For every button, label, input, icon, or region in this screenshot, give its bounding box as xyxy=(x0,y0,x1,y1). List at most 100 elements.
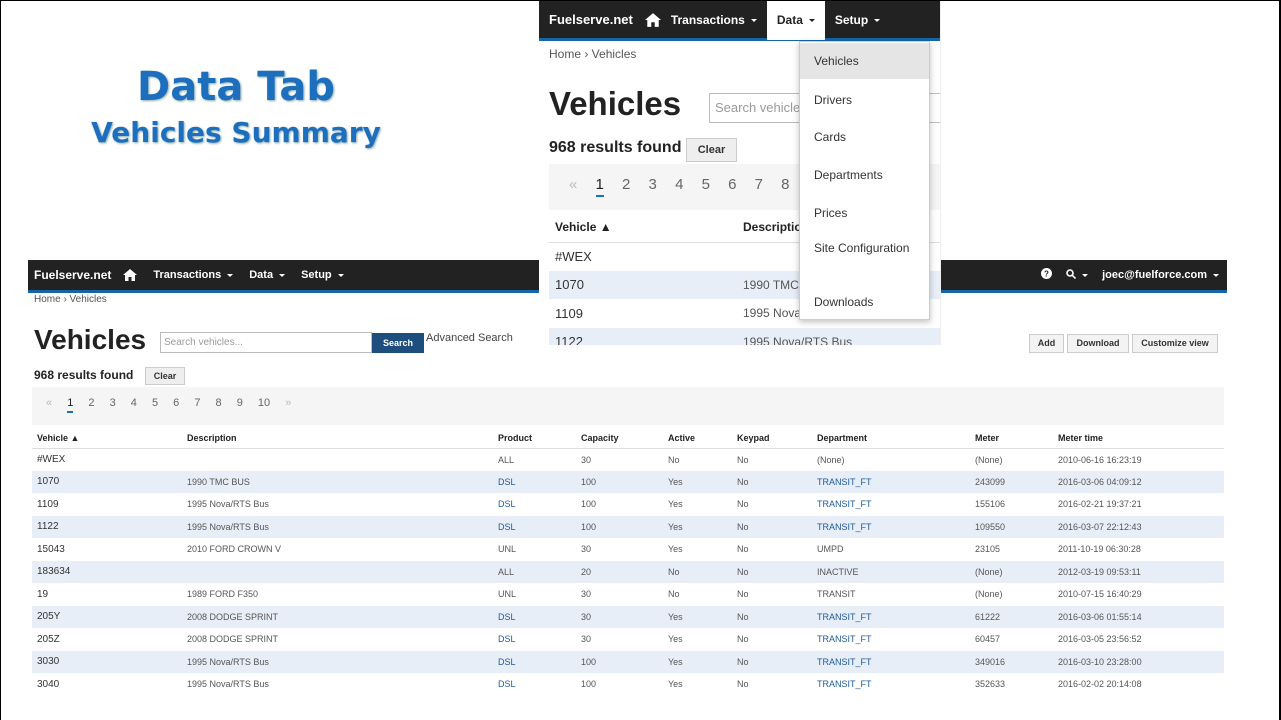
brand-logo[interactable]: Fuelserve.net xyxy=(34,268,112,282)
table-cell[interactable]: 3040 xyxy=(37,678,60,690)
column-header[interactable]: Keypad xyxy=(732,428,812,449)
table-row[interactable]: #WEX ALL 30 No No (None) (None) 2010-06-16 16:2… xyxy=(32,448,1224,471)
pager-page[interactable]: 10 xyxy=(257,397,271,409)
column-header[interactable]: Department xyxy=(812,428,970,449)
table-row[interactable]: 19 1989 FORD F350 UNL 30 No No TRANSIT (None) 20… xyxy=(32,583,1224,606)
download-button[interactable]: Download xyxy=(1067,334,1129,353)
table-row[interactable]: 1122 1995 Nova/RTS Bus DSL 100 Yes No TRANSIT_… xyxy=(32,515,1224,538)
pager-page[interactable]: 3 xyxy=(109,397,116,409)
table-cell[interactable]: 1109 xyxy=(555,305,583,321)
table-cell[interactable]: 205Y xyxy=(32,605,182,628)
table-cell[interactable]: #WEX xyxy=(37,454,66,465)
search-input[interactable]: Search vehicles... xyxy=(160,332,372,353)
table-cell[interactable]: 1070 xyxy=(549,270,737,299)
breadcrumb[interactable]: Home › Vehicles xyxy=(34,294,107,305)
table-row[interactable]: 1122 1995 Nova/RTS Bus xyxy=(549,327,940,345)
advanced-search-link[interactable]: Advanced Search xyxy=(426,332,513,344)
table-row[interactable]: 205Z 2008 DODGE SPRINT DSL 30 Yes No TRANSIT_F… xyxy=(32,628,1224,651)
menu-item-downloads[interactable]: Downloads xyxy=(814,295,874,309)
menu-item-cards[interactable]: Cards xyxy=(814,130,847,144)
pager-page[interactable]: 7 xyxy=(194,397,201,409)
table-row[interactable]: #WEX xyxy=(549,242,940,271)
table-cell: No xyxy=(732,605,812,628)
table-cell: TRANSIT_FT xyxy=(817,679,872,690)
pager-page[interactable]: 1 xyxy=(595,176,604,197)
pager-page[interactable]: 7 xyxy=(754,176,763,193)
nav-data[interactable]: Data xyxy=(249,269,286,281)
column-header[interactable]: Meter time xyxy=(1053,428,1224,449)
column-header[interactable]: Active xyxy=(663,428,732,449)
menu-item-drivers[interactable]: Drivers xyxy=(814,93,852,107)
clear-button[interactable]: Clear xyxy=(145,367,185,385)
table-cell[interactable]: 19 xyxy=(37,588,49,600)
nav-transactions[interactable]: Transactions xyxy=(153,269,234,281)
table-cell[interactable]: 15043 xyxy=(37,543,65,555)
column-header[interactable]: Meter xyxy=(970,428,1053,449)
pager-page[interactable]: 2 xyxy=(88,397,95,409)
pager-page[interactable]: 5 xyxy=(701,176,710,193)
customize-view-button[interactable]: Customize view xyxy=(1132,334,1218,353)
table-row[interactable]: 15043 2010 FORD CROWN V UNL 30 Yes No UMPD 2310… xyxy=(32,538,1224,561)
table-row[interactable]: 3030 1995 Nova/RTS Bus DSL 100 Yes No TRANSIT_… xyxy=(32,650,1224,673)
table-row[interactable]: 183634 ALL 20 No No INACTIVE (None) 2012-03-19 … xyxy=(32,560,1224,583)
menu-item-prices[interactable]: Prices xyxy=(814,206,848,220)
pager-page[interactable]: 8 xyxy=(781,176,790,193)
nav-setup[interactable]: Setup xyxy=(825,1,890,40)
menu-item-departments[interactable]: Departments xyxy=(814,168,883,182)
table-row[interactable]: 1109 1995 Nova/ xyxy=(549,299,940,328)
pager-page[interactable]: 2 xyxy=(622,176,631,193)
column-header[interactable]: Vehicle ▲ xyxy=(549,213,737,243)
pager-page[interactable]: 1 xyxy=(67,397,74,413)
table-cell[interactable]: #WEX xyxy=(555,249,592,264)
table-cell[interactable]: 1070 xyxy=(32,470,182,493)
brand-logo[interactable]: Fuelserve.net xyxy=(549,12,633,27)
table-cell: Yes xyxy=(668,499,683,510)
slide-title-sub: Vehicles Summary xyxy=(91,116,381,149)
pager-page[interactable]: 3 xyxy=(648,176,657,193)
nav-transactions[interactable]: Transactions xyxy=(671,1,757,40)
table-cell[interactable]: 1109 xyxy=(37,498,59,510)
breadcrumb[interactable]: Home › Vehicles xyxy=(549,47,637,61)
column-header[interactable]: Capacity xyxy=(576,428,663,449)
search-menu[interactable] xyxy=(1066,268,1089,282)
home-icon[interactable] xyxy=(123,269,138,281)
pager-page[interactable]: 8 xyxy=(215,397,222,409)
question-circle-icon[interactable]: ? xyxy=(1041,268,1053,282)
column-header[interactable]: Description xyxy=(182,428,493,449)
pager-prev[interactable]: « xyxy=(569,176,578,193)
table-row[interactable]: 3040 1995 Nova/RTS Bus DSL 100 Yes No TRANSIT_… xyxy=(32,673,1224,692)
pager-next[interactable]: » xyxy=(285,397,292,409)
pager-page[interactable]: 6 xyxy=(728,176,737,193)
pager-page[interactable]: 4 xyxy=(130,397,137,409)
pager-page[interactable]: 5 xyxy=(151,397,159,409)
table-row[interactable]: 1070 1990 TMC BUS DSL 100 Yes No TRANSIT_FT 243… xyxy=(32,470,1224,493)
pager-prev[interactable]: « xyxy=(46,397,53,409)
table-cell[interactable]: 205Z xyxy=(37,633,60,645)
column-header[interactable]: Vehicle ▲ xyxy=(32,428,182,449)
table-cell: No xyxy=(737,454,749,465)
pager-page[interactable]: 9 xyxy=(236,397,243,409)
clear-button[interactable]: Clear xyxy=(686,138,737,162)
nav-data[interactable]: Data xyxy=(766,1,825,40)
nav-setup[interactable]: Setup xyxy=(301,269,344,281)
table-cell: 2008 DODGE SPRINT xyxy=(187,634,279,645)
table-row[interactable]: 205Y 2008 DODGE SPRINT DSL 30 Yes No TRANSIT_F… xyxy=(32,605,1224,628)
pager-page[interactable]: 6 xyxy=(173,397,180,409)
table-row[interactable]: 1109 1995 Nova/RTS Bus DSL 100 Yes No TRANSIT_… xyxy=(32,493,1224,516)
search-button[interactable]: Search xyxy=(372,333,424,353)
table-cell[interactable]: 1122 xyxy=(32,515,182,538)
column-header[interactable]: Product xyxy=(493,428,576,449)
home-icon[interactable] xyxy=(644,12,661,27)
user-menu[interactable]: joec@fuelforce.com xyxy=(1102,269,1219,281)
chevron-down-icon xyxy=(750,18,757,22)
table-cell[interactable]: 1122 xyxy=(549,327,737,345)
menu-item-vehicles[interactable]: Vehicles xyxy=(800,43,929,79)
menu-item-site-configuration[interactable]: Site Configuration xyxy=(814,241,910,255)
pager-page[interactable]: 4 xyxy=(675,176,684,193)
table-cell[interactable]: 3030 xyxy=(32,650,182,673)
table-cell: DSL xyxy=(498,499,516,510)
add-button[interactable]: Add xyxy=(1029,334,1064,353)
table-cell: 109550 xyxy=(970,515,1053,538)
table-cell[interactable]: 183634 xyxy=(32,560,182,583)
table-cell: No xyxy=(732,470,812,493)
